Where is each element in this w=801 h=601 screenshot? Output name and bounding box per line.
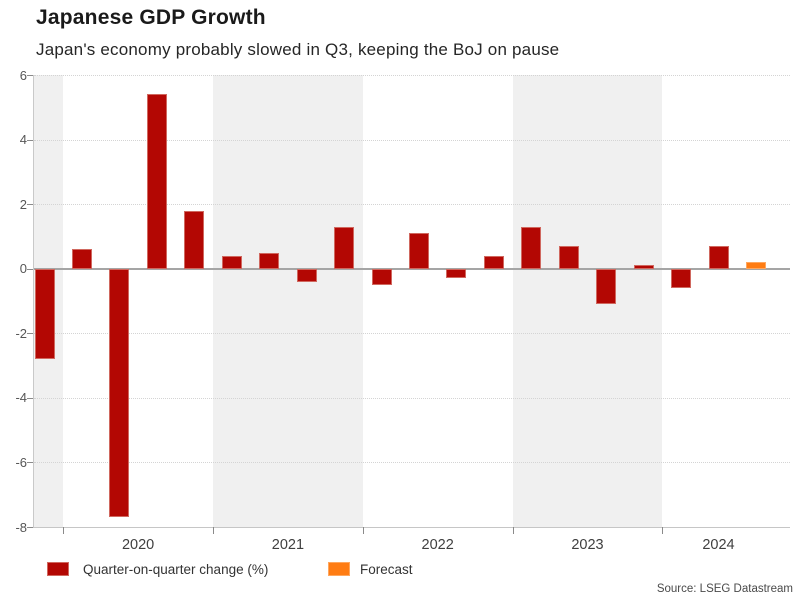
bar-actual [671, 268, 692, 289]
chart-title: Japanese GDP Growth [36, 6, 266, 29]
bar-actual [221, 255, 242, 269]
bar-actual [708, 246, 729, 269]
x-axis-year-label: 2021 [271, 537, 305, 553]
gridline [33, 75, 790, 76]
gridline [33, 333, 790, 335]
y-tick [27, 397, 33, 399]
x-tick [362, 527, 364, 534]
x-axis-year-label: 2023 [571, 537, 604, 553]
gridline [33, 397, 790, 399]
y-axis-label: 2 [19, 196, 27, 212]
bar-actual [596, 268, 617, 305]
legend-label-forecast: Forecast [360, 562, 413, 577]
x-axis-year-label: 2022 [421, 537, 454, 553]
x-tick [512, 527, 514, 534]
y-tick [27, 462, 33, 464]
y-axis-label: -2 [15, 325, 27, 341]
y-axis-label: -6 [15, 454, 27, 470]
y-tick [27, 268, 33, 270]
x-axis-year-label: 2020 [121, 537, 155, 553]
bar-actual [259, 252, 280, 269]
y-tick [27, 527, 33, 528]
x-tick [213, 527, 214, 534]
bar-actual [446, 268, 467, 279]
legend-label-actual: Quarter-on-quarter change (%) [83, 562, 269, 577]
y-tick [27, 139, 33, 141]
bar-actual [34, 268, 55, 360]
y-axis-label: 6 [19, 67, 27, 83]
x-tick [63, 527, 65, 534]
bar-actual [296, 268, 317, 282]
y-axis-line [33, 75, 34, 527]
source-label: Source: LSEG Datastream [656, 583, 793, 595]
bar-actual [558, 246, 579, 269]
x-axis-year-label: 2024 [702, 537, 735, 553]
bar-actual [71, 249, 92, 269]
bar-actual [633, 265, 654, 269]
y-axis-label: -8 [15, 519, 27, 535]
y-tick [27, 204, 33, 206]
bar-actual [146, 94, 167, 269]
x-axis-line [32, 527, 790, 528]
bar-actual [334, 226, 355, 269]
year-band [512, 75, 663, 527]
x-tick [662, 527, 664, 534]
y-tick [27, 75, 33, 76]
zero-line [33, 267, 790, 270]
bar-actual [371, 268, 392, 285]
legend-swatch-actual [47, 562, 69, 576]
bar-actual [184, 210, 205, 269]
bar-actual [409, 233, 429, 269]
y-tick [27, 333, 33, 335]
bar-actual [521, 226, 542, 269]
bar-forecast [746, 262, 767, 269]
gridline [33, 204, 790, 206]
y-axis-label: -4 [15, 390, 27, 406]
bar-actual [109, 268, 130, 518]
y-axis-label: 4 [19, 132, 27, 148]
bar-actual [483, 255, 504, 269]
chart-subtitle: Japan's economy probably slowed in Q3, k… [36, 40, 560, 59]
gridline [33, 462, 790, 464]
y-axis-label: 0 [19, 261, 27, 277]
year-band [213, 75, 363, 527]
legend-swatch-forecast [328, 562, 350, 576]
gridline [33, 139, 790, 141]
